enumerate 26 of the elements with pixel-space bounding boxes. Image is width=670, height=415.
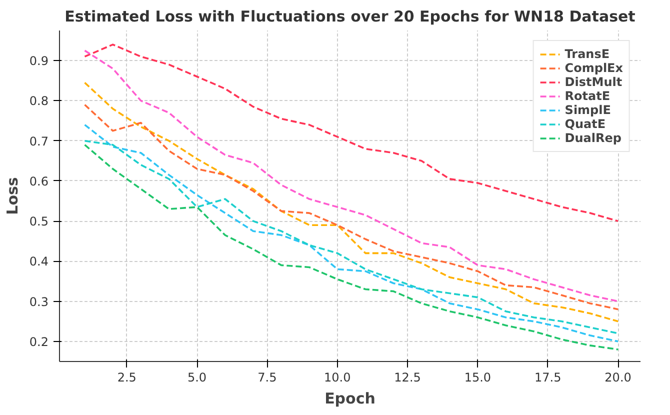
legend-label: ComplEx: [564, 61, 623, 75]
legend-label: DualRep: [564, 131, 622, 145]
legend-label: SimplE: [564, 103, 611, 117]
y-tick-label: 0.4: [29, 254, 49, 269]
x-tick-label: 17.5: [534, 370, 562, 384]
y-tick-label: 0.9: [29, 54, 49, 68]
x-tick-label: 15.0: [464, 370, 492, 384]
y-tick-label: 0.6: [29, 174, 49, 188]
x-axis-title: Epoch: [324, 390, 376, 408]
x-tick-label: 20.0: [604, 370, 632, 384]
y-tick-label: 0.2: [29, 334, 49, 349]
chart-title: Estimated Loss with Fluctuations over 20 Epochs for WN18 Dataset: [64, 8, 636, 26]
y-tick-label: 0.7: [29, 134, 49, 148]
legend-label: RotatE: [564, 89, 610, 103]
legend-label: QuatE: [564, 117, 606, 131]
y-tick-label: 0.3: [29, 294, 49, 309]
legend-label: DistMult: [564, 75, 622, 89]
x-tick-label: 2.5: [117, 370, 136, 384]
legend-label: TransE: [564, 47, 610, 61]
x-tick-label: 12.5: [394, 370, 421, 384]
x-tick-label: 7.5: [258, 370, 277, 384]
y-tick-label: 0.5: [29, 214, 49, 229]
y-tick-label: 0.8: [29, 94, 49, 108]
y-axis-title: Loss: [3, 177, 22, 215]
x-tick-label: 5.0: [187, 370, 207, 384]
x-tick-label: 10.0: [324, 370, 351, 384]
